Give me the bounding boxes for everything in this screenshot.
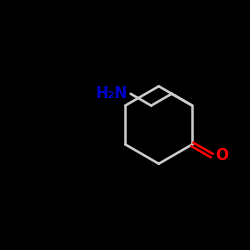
Text: H₂N: H₂N <box>96 86 128 101</box>
Text: O: O <box>215 148 228 163</box>
